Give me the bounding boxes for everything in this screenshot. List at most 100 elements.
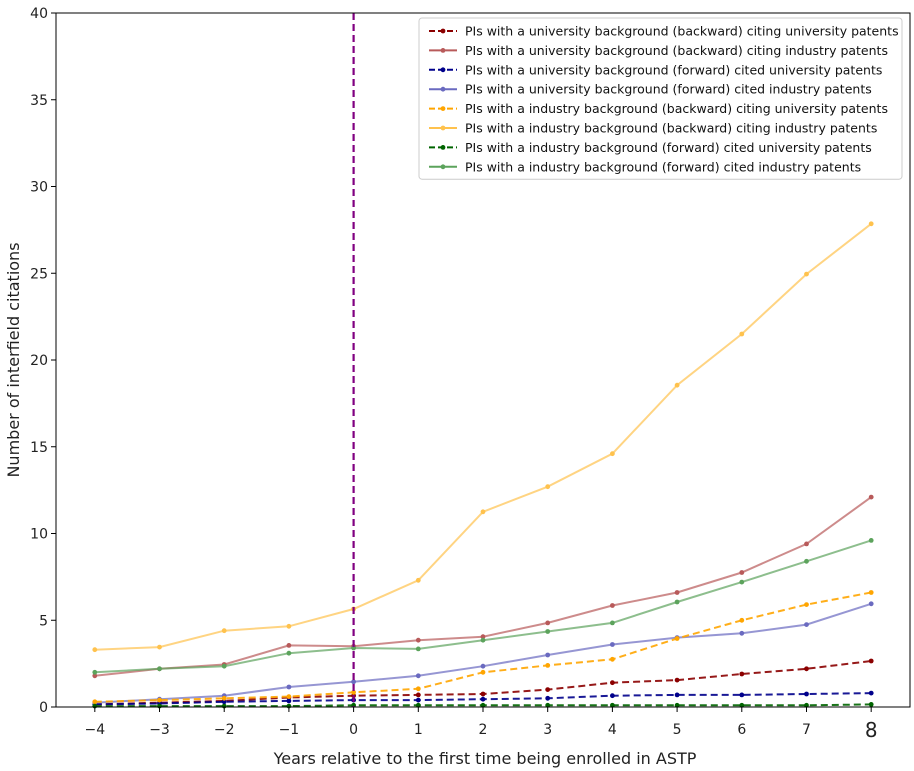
data-point bbox=[739, 671, 745, 677]
legend-label: PIs with a university background (forwar… bbox=[465, 82, 872, 97]
data-point bbox=[286, 698, 292, 704]
data-point bbox=[545, 620, 551, 626]
data-point bbox=[545, 663, 551, 668]
y-tick-label: 30 bbox=[30, 180, 48, 196]
data-point bbox=[545, 695, 551, 701]
x-axis-label: Years relative to the first time being e… bbox=[273, 749, 697, 768]
data-point bbox=[286, 684, 292, 690]
data-point bbox=[157, 666, 162, 672]
data-point bbox=[804, 666, 809, 672]
data-point bbox=[545, 652, 551, 658]
y-tick-label: 15 bbox=[30, 440, 48, 456]
legend-label: PIs with a university background (backwa… bbox=[465, 24, 899, 39]
legend-box bbox=[418, 17, 903, 180]
data-point bbox=[739, 702, 745, 708]
legend-entry: PIs with a industry background (forward)… bbox=[429, 140, 872, 155]
legend-entry: PIs with a industry background (forward)… bbox=[429, 159, 861, 174]
series-4 bbox=[92, 601, 874, 706]
series-8 bbox=[92, 538, 874, 675]
x-tick-label: −2 bbox=[214, 722, 235, 738]
x-tick-label: 7 bbox=[802, 722, 811, 738]
data-point bbox=[610, 620, 615, 626]
data-point bbox=[868, 221, 874, 227]
data-point bbox=[415, 686, 421, 692]
x-tick-label: −4 bbox=[84, 722, 105, 738]
data-point bbox=[674, 702, 680, 708]
legend-entry: PIs with a industry background (backward… bbox=[429, 121, 877, 136]
data-point bbox=[480, 634, 486, 640]
data-point bbox=[415, 637, 421, 643]
data-point bbox=[221, 699, 227, 705]
data-point bbox=[415, 692, 421, 698]
data-point bbox=[868, 538, 874, 543]
legend-swatch-marker bbox=[440, 28, 446, 34]
data-point bbox=[804, 271, 809, 277]
data-point bbox=[415, 702, 421, 708]
data-point bbox=[351, 645, 356, 651]
data-point bbox=[92, 673, 98, 679]
x-tick-label: 5 bbox=[673, 722, 682, 738]
data-point bbox=[415, 646, 421, 652]
data-point bbox=[480, 637, 486, 643]
data-point bbox=[286, 643, 292, 648]
legend-entry: PIs with a university background (backwa… bbox=[429, 43, 888, 58]
legend-label: PIs with a industry background (forward)… bbox=[465, 159, 861, 174]
x-tick-label: 1 bbox=[414, 722, 423, 738]
data-point bbox=[545, 687, 551, 692]
data-point bbox=[545, 702, 551, 708]
data-point bbox=[286, 694, 292, 699]
data-point bbox=[674, 636, 680, 641]
data-point bbox=[868, 702, 874, 707]
data-point bbox=[610, 693, 615, 699]
series-6 bbox=[92, 221, 874, 653]
data-point bbox=[351, 702, 356, 708]
legend-entry: PIs with a university background (forwar… bbox=[429, 82, 872, 97]
data-point bbox=[868, 590, 874, 595]
series-layer bbox=[92, 221, 874, 709]
y-tick-label: 35 bbox=[30, 93, 48, 109]
data-point bbox=[480, 663, 486, 669]
data-point bbox=[868, 494, 874, 500]
x-tick-label: 8 bbox=[865, 718, 878, 742]
data-point bbox=[545, 484, 551, 490]
legend-label: PIs with a industry background (forward)… bbox=[465, 140, 872, 155]
legend-label: PIs with a industry background (backward… bbox=[465, 101, 888, 116]
y-axis-label: Number of interfield citations bbox=[4, 242, 23, 477]
legend-swatch-marker bbox=[440, 164, 446, 170]
data-point bbox=[545, 629, 551, 634]
data-point bbox=[351, 679, 356, 685]
data-point bbox=[868, 658, 874, 664]
data-point bbox=[739, 692, 745, 698]
data-point bbox=[804, 622, 809, 627]
data-point bbox=[221, 663, 227, 669]
data-point bbox=[286, 650, 292, 656]
legend-swatch-marker bbox=[440, 106, 446, 111]
data-point bbox=[415, 577, 421, 583]
data-point bbox=[610, 680, 615, 686]
data-point bbox=[480, 669, 486, 675]
data-point bbox=[92, 699, 98, 705]
y-tick-label: 0 bbox=[39, 700, 48, 716]
data-point bbox=[674, 692, 680, 698]
x-tick-label: 0 bbox=[349, 722, 358, 738]
data-point bbox=[92, 669, 98, 675]
y-tick-label: 25 bbox=[30, 266, 48, 282]
data-point bbox=[804, 691, 809, 697]
y-tick-label: 5 bbox=[39, 613, 48, 629]
data-point bbox=[415, 697, 421, 703]
y-tick-label: 40 bbox=[30, 6, 48, 22]
axes-layer: −4 −3 −2 −1 0 1 2 3 4 5 6 7 8 0 5 10 15 20 25 30 35 40 bbox=[30, 6, 911, 742]
data-point bbox=[674, 590, 680, 595]
data-point bbox=[610, 603, 615, 608]
y-tick-label: 10 bbox=[30, 527, 48, 543]
legend: PIs with a university background (backwa… bbox=[418, 17, 903, 180]
x-tick-label: 3 bbox=[543, 722, 552, 738]
data-point bbox=[351, 689, 356, 695]
data-point bbox=[674, 382, 680, 388]
data-point bbox=[610, 702, 615, 708]
data-point bbox=[804, 541, 809, 547]
data-point bbox=[286, 623, 292, 629]
data-point bbox=[739, 617, 745, 623]
legend-swatch-marker bbox=[440, 67, 446, 73]
legend-label: PIs with a university background (forwar… bbox=[465, 62, 882, 77]
